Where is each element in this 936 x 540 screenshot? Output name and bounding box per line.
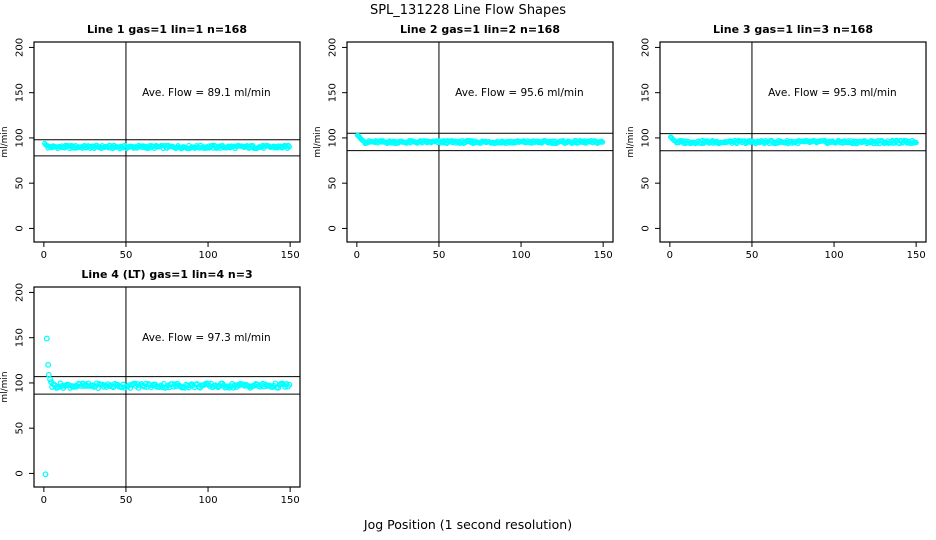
y-tick-label: 200 (328, 38, 339, 57)
x-tick-label: 100 (825, 250, 844, 261)
plot-border (346, 41, 614, 243)
flow-point (141, 383, 148, 390)
x-tick-label: 0 (667, 250, 673, 261)
plot-border (33, 286, 301, 488)
average-flow-annotation: Ave. Flow = 97.3 ml/min (142, 332, 271, 344)
flow-point (913, 139, 919, 146)
y-tick-label: 150 (15, 83, 26, 102)
flow-point (286, 144, 292, 150)
y-axis: 0 50 100 150 200 (641, 38, 660, 232)
x-tick-label: 150 (907, 250, 926, 261)
figure-xlabel: Jog Position (1 second resolution) (363, 517, 573, 532)
panel-title: Line 4 (LT) gas=1 lin=4 n=3 (81, 268, 252, 281)
x-tick-label: 150 (594, 250, 613, 261)
y-tick-label: 50 (641, 177, 652, 190)
y-axis: 0 50 100 150 200 (15, 38, 34, 232)
flow-point (127, 384, 134, 391)
y-tick-label: 50 (15, 177, 26, 190)
y-axis-title: ml/min (0, 126, 10, 157)
x-tick-label: 100 (199, 495, 218, 506)
panel-line-1-flow-chart: Line 1 gas=1 lin=1 n=168 0 50 100 150 0 50 100 1… (0, 23, 301, 261)
figure-title: SPL_131228 Line Flow Shapes (369, 3, 567, 18)
flow-point (45, 361, 52, 368)
flow-point (209, 142, 216, 149)
y-tick-label: 100 (328, 128, 339, 147)
x-axis: 0 50 100 150 (41, 242, 300, 261)
y-tick-label: 150 (641, 83, 652, 102)
y-tick-label: 0 (641, 225, 652, 231)
y-tick-label: 150 (15, 328, 26, 347)
y-tick-label: 100 (15, 128, 26, 147)
x-axis: 0 50 100 150 (354, 242, 613, 261)
flow-point (100, 383, 107, 390)
y-axis-title: ml/min (313, 126, 323, 157)
average-flow-annotation: Ave. Flow = 95.6 ml/min (455, 87, 584, 99)
panel-line-4-flow-chart: Line 4 (LT) gas=1 lin=4 n=3 0 50 100 150 0 50 1… (0, 268, 301, 506)
plot-border (659, 41, 927, 243)
flow-point (43, 335, 50, 342)
y-axis: 0 50 100 150 200 (328, 38, 347, 232)
flow-point (286, 381, 293, 388)
y-tick-label: 150 (328, 83, 339, 102)
x-tick-label: 150 (281, 250, 300, 261)
flow-point (599, 139, 606, 145)
plot-border (33, 41, 301, 243)
x-tick-label: 50 (120, 495, 133, 506)
y-tick-label: 100 (641, 128, 652, 147)
data-points (42, 335, 293, 478)
x-tick-label: 100 (199, 250, 218, 261)
y-tick-label: 100 (15, 373, 26, 392)
y-tick-label: 200 (641, 38, 652, 57)
y-tick-label: 200 (15, 283, 26, 302)
y-tick-label: 0 (15, 470, 26, 476)
y-axis-title: ml/min (0, 371, 10, 402)
x-tick-label: 100 (512, 250, 531, 261)
data-points (355, 132, 606, 147)
panel-line-2-flow-chart: Line 2 gas=1 lin=2 n=168 0 50 100 150 0 50 100 1… (313, 23, 614, 261)
x-tick-label: 50 (433, 250, 446, 261)
x-tick-label: 50 (120, 250, 133, 261)
panel-title: Line 3 gas=1 lin=3 n=168 (713, 23, 873, 36)
x-tick-label: 150 (281, 495, 300, 506)
x-tick-label: 0 (354, 250, 360, 261)
y-tick-label: 0 (328, 225, 339, 231)
data-points (668, 134, 919, 147)
flow-point (224, 383, 231, 390)
average-flow-annotation: Ave. Flow = 89.1 ml/min (142, 87, 271, 99)
y-tick-label: 50 (328, 177, 339, 190)
flow-point (42, 471, 49, 478)
x-tick-label: 0 (41, 250, 47, 261)
flow-point (275, 384, 282, 391)
x-tick-label: 50 (746, 250, 759, 261)
y-axis-title: ml/min (626, 126, 636, 157)
y-tick-label: 0 (15, 225, 26, 231)
x-axis: 0 50 100 150 (667, 242, 926, 261)
panel-title: Line 1 gas=1 lin=1 n=168 (87, 23, 247, 36)
y-tick-label: 200 (15, 38, 26, 57)
flow-point (50, 381, 57, 388)
x-tick-label: 0 (41, 495, 47, 506)
average-flow-annotation: Ave. Flow = 95.3 ml/min (768, 87, 897, 99)
panel-line-3-flow-chart: Line 3 gas=1 lin=3 n=168 0 50 100 150 0 50 100 1… (626, 23, 927, 261)
data-points (42, 140, 292, 152)
y-axis: 0 50 100 150 200 (15, 283, 34, 477)
y-tick-label: 50 (15, 422, 26, 435)
flow-point (47, 376, 54, 383)
flow-point (163, 383, 170, 390)
panel-title: Line 2 gas=1 lin=2 n=168 (400, 23, 560, 36)
x-axis: 0 50 100 150 (41, 487, 300, 506)
